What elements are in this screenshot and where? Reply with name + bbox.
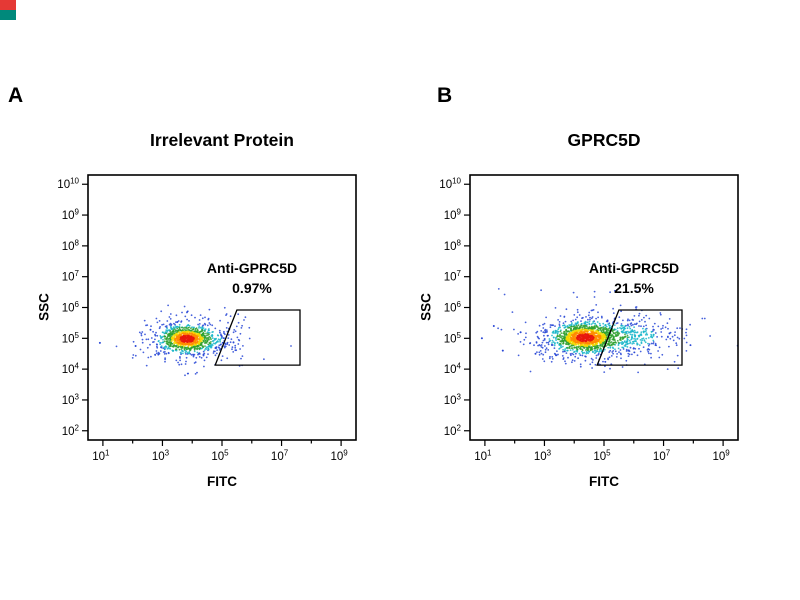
gate-polygon [596, 309, 683, 366]
axis-ticks [464, 183, 724, 446]
gate-name-text: Anti-GPRC5D [588, 260, 680, 276]
gate-polygon [214, 309, 301, 366]
panel-b: B GPRC5D SSC 101 103 105 107 109 102 103 104 105… [382, 0, 800, 600]
svg-text:105: 105 [211, 449, 229, 464]
axis-tick-labels: 101 103 105 107 109 102 103 104 105 106 107 108 109 1… [439, 177, 730, 463]
svg-text:107: 107 [271, 449, 289, 464]
svg-text:108: 108 [62, 238, 80, 253]
svg-text:109: 109 [62, 208, 80, 223]
panel-b-title: GPRC5D [567, 130, 641, 150]
svg-text:103: 103 [534, 449, 552, 464]
scatter-points-layer [98, 304, 292, 377]
svg-text:105: 105 [62, 331, 80, 346]
corner-logo-fragment [0, 0, 16, 20]
svg-text:109: 109 [712, 449, 730, 464]
svg-text:103: 103 [152, 449, 170, 464]
axis-ticks [82, 183, 342, 446]
panel-a-title: Irrelevant Protein [150, 130, 294, 150]
corner-logo-red-block [0, 0, 16, 10]
svg-text:105: 105 [593, 449, 611, 464]
gate-name-text: Anti-GPRC5D [206, 260, 298, 276]
panel-a: A Irrelevant Protein SSC 101 103 105 107 109… [8, 84, 357, 489]
scatter-points-layer [480, 288, 738, 374]
svg-text:104: 104 [62, 362, 80, 377]
panel-a-x-axis-label: FITC [207, 474, 237, 489]
svg-text:101: 101 [92, 449, 110, 464]
svg-text:102: 102 [62, 423, 80, 438]
svg-text:1010: 1010 [439, 177, 461, 192]
panel-a-letter: A [8, 84, 24, 107]
flow-scatter-plot-b: 101 103 105 107 109 102 103 104 105 106 107 108 109 1… [439, 174, 739, 463]
panel-b-x-axis-label: FITC [589, 474, 619, 489]
axis-box [87, 174, 357, 441]
svg-text:106: 106 [62, 300, 80, 315]
svg-text:103: 103 [444, 392, 462, 407]
flow-scatter-plot-a: 101 103 105 107 109 102 103 104 105 106 107 108 109 1… [57, 174, 357, 463]
corner-logo-teal-block [0, 10, 16, 20]
svg-text:107: 107 [653, 449, 671, 464]
panel-b-gate-label: Anti-GPRC5D 21.5% [554, 258, 714, 298]
axis-tick-labels: 101 103 105 107 109 102 103 104 105 106 107 108 109 1… [57, 177, 348, 463]
panel-a-gate-label: Anti-GPRC5D 0.97% [172, 258, 332, 298]
panel-b-letter: B [437, 84, 453, 107]
svg-text:107: 107 [444, 269, 462, 284]
svg-text:108: 108 [444, 238, 462, 253]
svg-text:101: 101 [474, 449, 492, 464]
gate-percent-text: 0.97% [232, 280, 272, 296]
axis-box [469, 174, 739, 441]
svg-text:102: 102 [444, 423, 462, 438]
svg-text:106: 106 [444, 300, 462, 315]
svg-text:109: 109 [330, 449, 348, 464]
svg-text:105: 105 [444, 331, 462, 346]
svg-text:104: 104 [444, 362, 462, 377]
svg-text:103: 103 [62, 392, 80, 407]
svg-text:107: 107 [62, 269, 80, 284]
gate-percent-text: 21.5% [614, 280, 654, 296]
svg-text:1010: 1010 [57, 177, 79, 192]
svg-text:109: 109 [444, 208, 462, 223]
